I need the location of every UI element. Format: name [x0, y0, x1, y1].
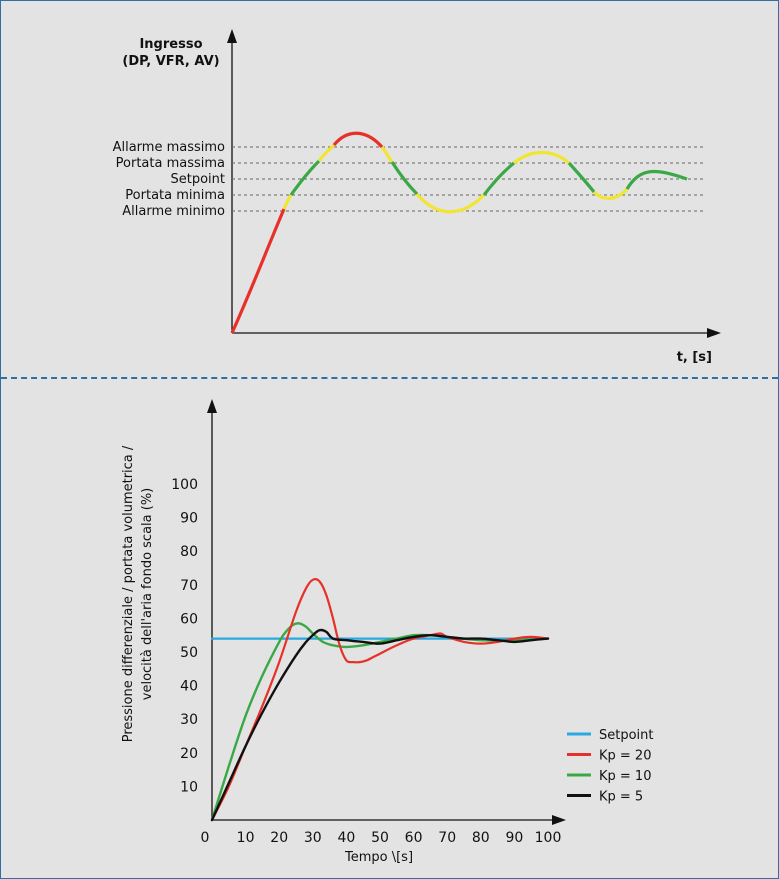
- series-line-kp-20: [210, 578, 550, 822]
- legend-label: Kp = 20: [599, 749, 651, 764]
- x-tick-label: 30: [304, 830, 322, 846]
- series-line-kp-5: [210, 628, 550, 822]
- series-lines: [210, 578, 550, 822]
- curve-segment: [415, 192, 486, 214]
- y-tick-label: 30: [180, 712, 198, 728]
- curve-segment: [317, 143, 336, 162]
- curve-segment: [332, 131, 384, 149]
- legend: Setpoint Kp = 20 Kp = 10 Kp = 5: [567, 728, 654, 805]
- y-axis-label-line1: Ingresso: [139, 37, 202, 52]
- x-tick-labels: 0 10 20 30 40 50 60 70 80 90 100: [201, 830, 562, 846]
- x-tick-label: 60: [405, 830, 423, 846]
- x-tick-label: 50: [371, 830, 389, 846]
- x-tick-label: 40: [337, 830, 355, 846]
- y-tick-label: 80: [180, 544, 198, 560]
- y-axis-label-line1: Pressione differenziale / portata volume…: [121, 445, 136, 742]
- x-tick-label: 0: [201, 830, 210, 846]
- y-tick-label: 20: [180, 746, 198, 762]
- legend-label: Kp = 10: [599, 769, 651, 784]
- y-tick-label: 100: [171, 477, 198, 493]
- x-axis-arrow: [552, 815, 566, 825]
- y-tick-label: 10: [180, 779, 198, 795]
- curve-segment: [380, 146, 394, 163]
- y-axis-arrow: [227, 29, 237, 43]
- y-tick-label: 40: [180, 679, 198, 695]
- y-tick-label: 70: [180, 578, 198, 594]
- response-curve: [230, 131, 688, 334]
- legend-label: Kp = 5: [599, 790, 643, 805]
- y-tick-labels: 10 20 30 40 50 60 70 80 90 100: [171, 477, 198, 795]
- x-axis-arrow: [707, 328, 721, 338]
- y-axis-arrow: [207, 399, 217, 413]
- y-tick-label: 60: [180, 611, 198, 627]
- x-tick-label: 10: [237, 830, 255, 846]
- section-divider: [1, 377, 778, 379]
- y-axis-label-line2: velocità dell'aria fondo scala (%): [140, 488, 155, 700]
- legend-label: Setpoint: [599, 728, 654, 743]
- y-tick-label: 50: [180, 645, 198, 661]
- y-tick-label: 90: [180, 511, 198, 527]
- curve-segment: [289, 159, 321, 196]
- curve-segment: [567, 161, 596, 193]
- threshold-label: Allarme massimo: [113, 140, 225, 155]
- x-tick-label: 20: [270, 830, 288, 846]
- axes: [227, 29, 721, 338]
- curve-segment: [482, 161, 515, 196]
- threshold-label: Allarme minimo: [122, 204, 225, 219]
- x-tick-label: 90: [505, 830, 523, 846]
- x-axis-label: Tempo \[s]: [344, 850, 413, 865]
- y-axis-label-line2: (DP, VFR, AV): [122, 54, 219, 69]
- kp-step-response-chart: 10 20 30 40 50 60 70 80 90 100 0 10 20 30 40 50 60 70 80 9…: [121, 399, 654, 865]
- x-tick-label: 80: [472, 830, 490, 846]
- axes: [207, 399, 566, 825]
- x-axis-label: t, [s]: [677, 350, 712, 365]
- threshold-label: Portata minima: [125, 188, 225, 203]
- curve-segment: [512, 151, 571, 165]
- curve-segment: [282, 194, 293, 210]
- x-tick-label: 100: [535, 830, 562, 846]
- zone-response-chart: Ingresso (DP, VFR, AV) t, [s] Allarme ma…: [113, 29, 721, 365]
- curve-segment: [230, 208, 286, 334]
- curve-segment: [625, 169, 688, 190]
- curve-segment: [592, 187, 629, 200]
- curve-segment: [390, 161, 419, 196]
- x-tick-label: 70: [438, 830, 456, 846]
- threshold-label: Portata massima: [116, 156, 225, 171]
- threshold-label: Setpoint: [170, 172, 225, 187]
